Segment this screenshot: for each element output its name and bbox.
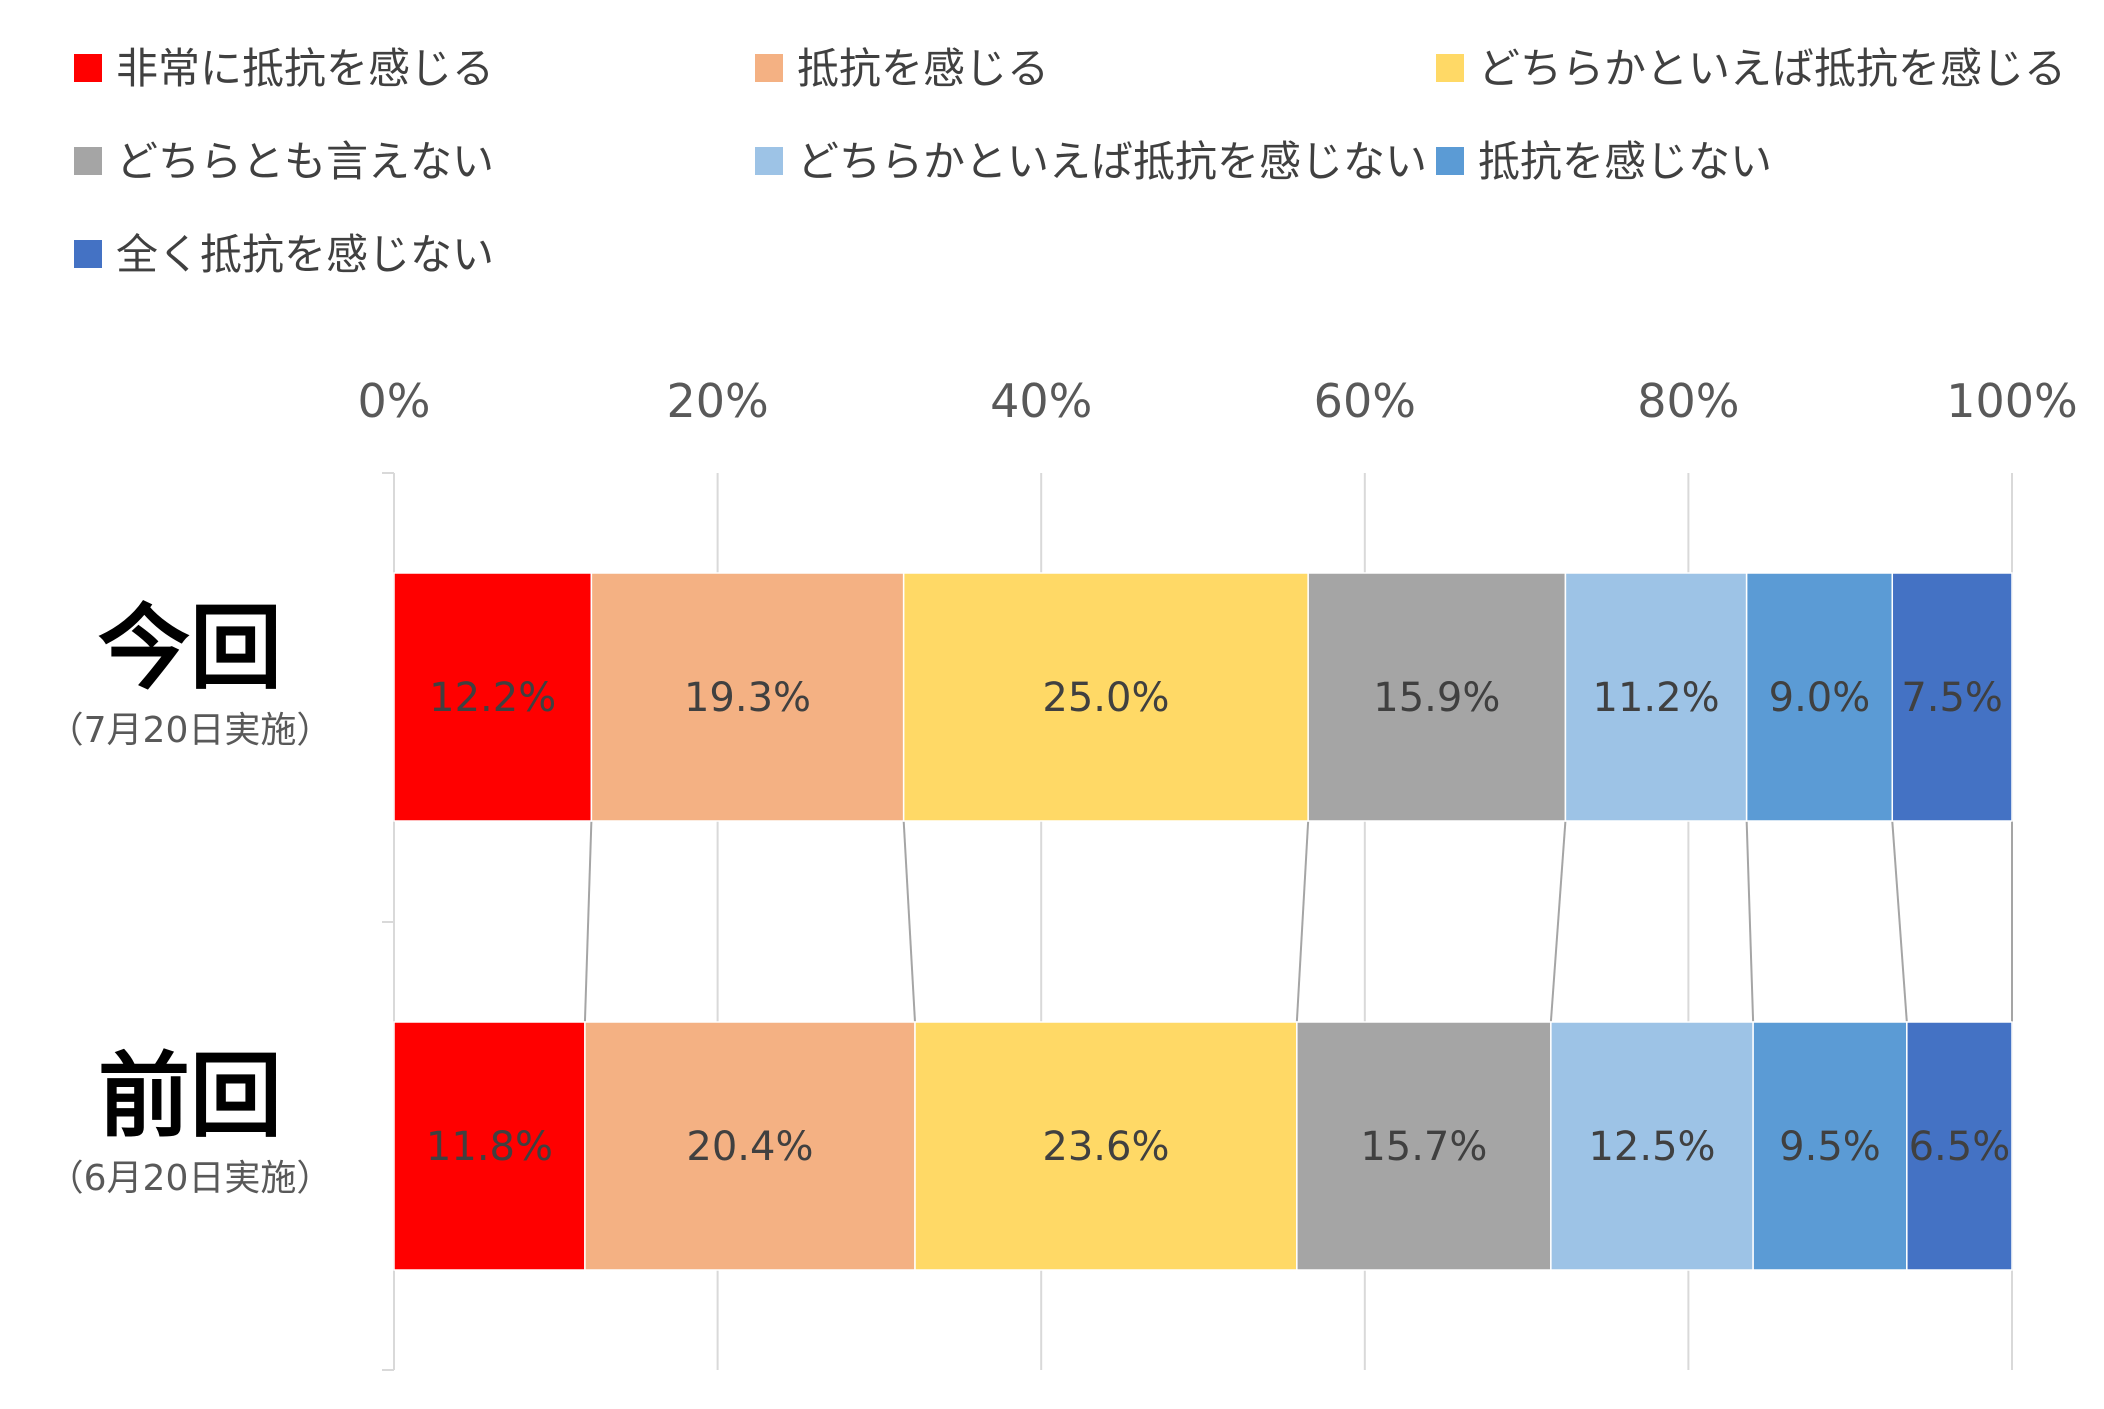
bar-segment-2-1 — [393, 1021, 586, 1271]
legend-swatch-2 — [755, 54, 783, 82]
data-label-1-7: 7.5% — [1901, 675, 2003, 721]
bar-segment-2-6 — [1752, 1021, 1908, 1271]
data-label-1-3: 25.0% — [1042, 675, 1169, 721]
category-axis — [382, 472, 395, 1371]
category-labels: 今回 （7月20日実施） 前回 （6月20日実施） — [48, 595, 333, 1199]
series-line-5 — [1745, 820, 1755, 1023]
data-label-2-4: 15.7% — [1360, 1124, 1487, 1170]
bar-segment-2-2 — [584, 1021, 916, 1271]
bar-segment-2-3 — [914, 1021, 1298, 1271]
series-line-3 — [1295, 820, 1310, 1023]
x-axis-tick-labels: 0% 20% 40% 60% 80% 100% — [358, 374, 2078, 428]
legend-swatch-1 — [74, 54, 102, 82]
bar-segment-2-5 — [1550, 1021, 1754, 1271]
bar-segment-2-4 — [1296, 1021, 1552, 1271]
bar-segment-1-1 — [393, 572, 593, 822]
x-tick-label-3: 60% — [1314, 374, 1416, 428]
category-label-1: 今回 — [98, 595, 282, 702]
x-tick-label-0: 0% — [358, 374, 431, 428]
bar-segment-1-5 — [1564, 572, 1748, 822]
data-label-1-4: 15.9% — [1373, 675, 1500, 721]
bar-segment-1-6 — [1745, 572, 1894, 822]
category-sublabel-1: （7月20日実施） — [48, 710, 333, 751]
bar-segment-1-3 — [902, 572, 1309, 822]
legend-label-4: どちらとも言えない — [116, 137, 494, 186]
bars — [393, 572, 2013, 1271]
data-label-2-6: 9.5% — [1779, 1124, 1881, 1170]
legend-swatch-7 — [74, 240, 102, 268]
legend-label-6: 抵抗を感じない — [1478, 137, 1772, 186]
x-tick-label-4: 80% — [1637, 374, 1739, 428]
legend-label-3: どちらかといえば抵抗を感じる — [1478, 44, 2066, 93]
x-tick-label-2: 40% — [990, 374, 1092, 428]
data-label-2-5: 12.5% — [1588, 1124, 1715, 1170]
data-label-1-1: 12.2% — [429, 675, 556, 721]
series-lines — [583, 820, 2013, 1023]
data-label-1-5: 11.2% — [1593, 675, 1720, 721]
bar-segment-2-7 — [1906, 1021, 2013, 1271]
data-label-2-7: 6.5% — [1909, 1124, 2011, 1170]
legend-label-2: 抵抗を感じる — [797, 44, 1049, 93]
data-label-1-6: 9.0% — [1769, 675, 1871, 721]
series-line-4 — [1549, 820, 1567, 1023]
legend-swatch-4 — [74, 147, 102, 175]
series-line-2 — [902, 820, 916, 1023]
legend-label-7: 全く抵抗を感じない — [116, 230, 494, 279]
legend-swatch-3 — [1436, 54, 1464, 82]
legend-label-1: 非常に抵抗を感じる — [116, 44, 494, 93]
category-label-2: 前回 — [98, 1043, 282, 1150]
bar-segment-1-7 — [1891, 572, 2013, 822]
legend-label-5: どちらかといえば抵抗を感じない — [797, 137, 1427, 186]
data-labels: 12.2% 19.3% 25.0% 15.9% 11.2% 9.0% 7.5% 11.8% 20… — [426, 675, 2010, 1170]
bar-segment-1-4 — [1307, 572, 1567, 822]
x-tick-label-1: 20% — [666, 374, 768, 428]
x-tick-label-5: 100% — [1946, 374, 2078, 428]
legend-swatch-6 — [1436, 147, 1464, 175]
data-label-2-1: 11.8% — [426, 1124, 553, 1170]
data-label-2-3: 23.6% — [1042, 1124, 1169, 1170]
data-label-1-2: 19.3% — [684, 675, 811, 721]
legend-swatch-5 — [755, 147, 783, 175]
data-label-2-2: 20.4% — [686, 1124, 813, 1170]
bar-segment-1-2 — [590, 572, 905, 822]
series-line-6 — [1891, 820, 1908, 1023]
series-line-1 — [583, 820, 593, 1023]
category-sublabel-2: （6月20日実施） — [48, 1158, 333, 1199]
